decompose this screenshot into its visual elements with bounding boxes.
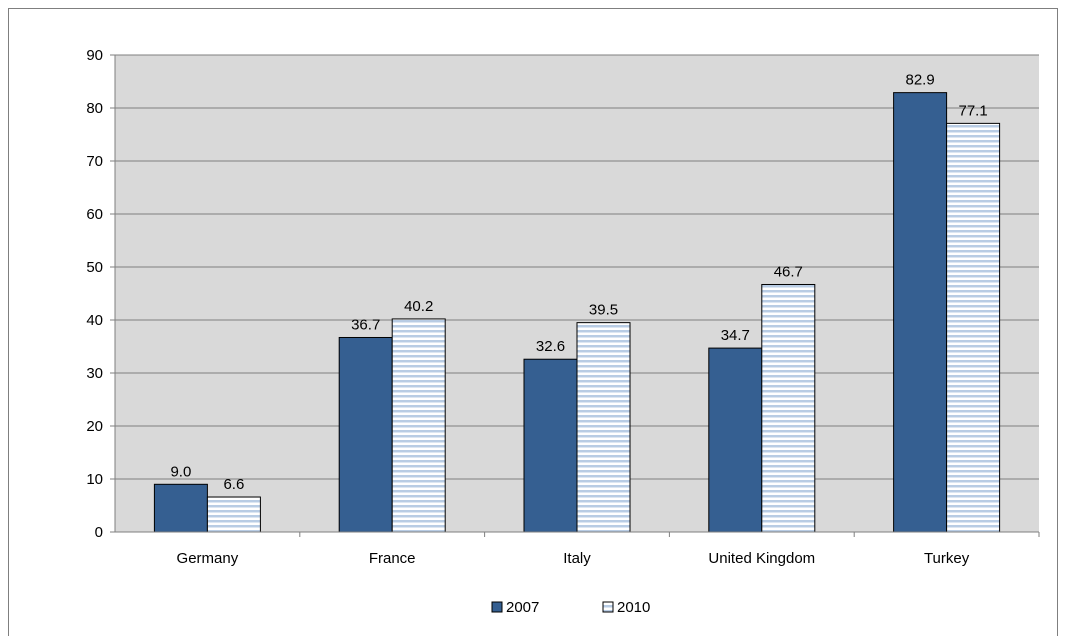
category-label: United Kingdom	[708, 550, 815, 567]
bar-2010	[206, 496, 261, 533]
data-label: 46.7	[774, 263, 803, 280]
y-tick-label: 50	[86, 259, 103, 276]
y-tick-label: 0	[95, 524, 103, 541]
category-label: Germany	[177, 550, 239, 567]
bar-2007	[523, 358, 578, 533]
data-label: 32.6	[536, 338, 565, 355]
y-tick-label: 70	[86, 153, 103, 170]
axes: 0 10 20 30 40 50 60 70 80 90 Germany France Italy Uni…	[86, 47, 1040, 567]
data-labels: 9.0 6.6 36.7 40.2 32.6 39.5 34.7 46.7 82.9 77.1	[170, 72, 987, 493]
data-label: 40.2	[404, 298, 433, 315]
legend-label: 2010	[617, 599, 650, 616]
category-label: Turkey	[924, 550, 970, 567]
legend-label: 2007	[506, 599, 539, 616]
data-label: 36.7	[351, 316, 380, 333]
data-label: 9.0	[170, 463, 191, 480]
data-label: 6.6	[223, 476, 244, 493]
bar-2010	[576, 322, 631, 533]
bar-2010	[761, 283, 816, 533]
bars	[153, 92, 1001, 533]
bar-2007	[338, 336, 393, 533]
legend-swatch-2010	[602, 601, 614, 613]
bar-2010	[946, 122, 1001, 533]
bar-2007	[708, 347, 763, 533]
data-label: 34.7	[721, 327, 750, 344]
category-label: Italy	[563, 550, 591, 567]
y-tick-label: 20	[86, 418, 103, 435]
bar-2007	[153, 483, 208, 533]
legend: 2007 2010	[491, 599, 650, 616]
data-label: 82.9	[905, 72, 934, 89]
bar-2007	[893, 92, 948, 533]
category-label: France	[369, 550, 416, 567]
y-tick-label: 40	[86, 312, 103, 329]
y-tick-label: 10	[86, 471, 103, 488]
y-tick-label: 90	[86, 47, 103, 64]
y-tick-label: 60	[86, 206, 103, 223]
y-tick-label: 30	[86, 365, 103, 382]
data-label: 39.5	[589, 302, 618, 319]
legend-swatch-2007	[491, 601, 503, 613]
bar-2010	[391, 318, 446, 533]
data-label: 77.1	[958, 102, 987, 119]
y-tick-label: 80	[86, 100, 103, 117]
